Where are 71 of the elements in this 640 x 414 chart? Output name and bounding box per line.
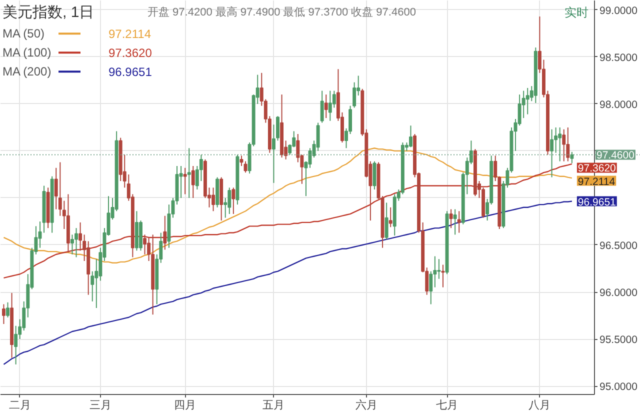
candlestick bbox=[2, 304, 6, 324]
candlestick bbox=[212, 187, 216, 212]
line-series bbox=[3, 163, 573, 278]
candlestick bbox=[570, 151, 574, 164]
candlestick bbox=[272, 124, 276, 184]
x-tick-label: 八月 bbox=[528, 400, 551, 412]
candlestick bbox=[457, 210, 461, 234]
x-tick-label: 七月 bbox=[436, 398, 458, 412]
data-label: 97.3620 bbox=[578, 162, 616, 175]
candlestick bbox=[228, 187, 232, 214]
x-tick-label: 二月 bbox=[8, 400, 31, 412]
line-series bbox=[3, 200, 573, 366]
text: 开盘 97.4200 最高 97.4900 最低 97.3700 收盘 97.4600 bbox=[148, 6, 416, 18]
candlestick bbox=[14, 325, 18, 365]
chart-title: 美元指数, 1日 bbox=[2, 4, 94, 21]
candlestick bbox=[179, 166, 183, 198]
candlestick bbox=[70, 234, 74, 255]
x-tick-label: 三月 bbox=[89, 400, 112, 412]
candlestick bbox=[388, 206, 392, 228]
candlestick bbox=[90, 270, 94, 302]
candlestick bbox=[163, 215, 167, 250]
legend-label: MA (200) bbox=[2, 64, 52, 78]
y-tick-label: 98.5000 bbox=[600, 52, 638, 64]
y-tick-label: 95.0000 bbox=[600, 381, 638, 394]
candlestick bbox=[429, 270, 433, 305]
candlestick bbox=[409, 125, 412, 148]
candlestick bbox=[453, 208, 457, 236]
data-label: 97.2114 bbox=[578, 176, 616, 188]
candlestick bbox=[183, 167, 187, 195]
y-tick-label: 99.0000 bbox=[600, 4, 638, 17]
text: 97.3620 bbox=[108, 46, 152, 60]
candlestick bbox=[562, 128, 566, 162]
legend-label: MA (100) bbox=[2, 46, 52, 60]
candlestick bbox=[558, 126, 562, 162]
candlestick bbox=[441, 264, 445, 288]
text: 96.9651 bbox=[108, 65, 152, 79]
legend-label: MA (50) bbox=[2, 26, 45, 40]
candlestick bbox=[38, 220, 42, 248]
candlestick bbox=[232, 187, 236, 214]
line-series bbox=[3, 148, 573, 264]
candlestick bbox=[244, 160, 248, 174]
candlestick bbox=[320, 90, 324, 124]
candlestick bbox=[324, 94, 328, 119]
annotation: 实时 bbox=[564, 6, 588, 20]
y-tick-label: 98.0000 bbox=[600, 98, 638, 111]
candlestick bbox=[191, 166, 195, 198]
candlestick bbox=[199, 154, 203, 182]
x-tick-label: 六月 bbox=[355, 398, 378, 412]
candlestick bbox=[566, 126, 570, 162]
x-tick-label: 四月 bbox=[174, 400, 196, 412]
candlestick bbox=[449, 208, 453, 229]
text: 97.2114 bbox=[108, 27, 151, 41]
y-tick-label: 96.0000 bbox=[600, 287, 638, 300]
candlestick bbox=[78, 222, 82, 252]
candlestick bbox=[6, 302, 10, 318]
candlestick bbox=[437, 258, 441, 280]
candlestick bbox=[352, 82, 356, 108]
candlestick bbox=[74, 228, 78, 258]
x-tick-label: 五月 bbox=[262, 400, 285, 412]
candlestick bbox=[384, 202, 388, 240]
candlestick bbox=[526, 87, 530, 115]
candlestick bbox=[187, 148, 191, 198]
candlestick bbox=[372, 160, 376, 190]
candlestick bbox=[276, 116, 280, 142]
y-tick-label: 96.5000 bbox=[600, 240, 638, 252]
ref-line-label: 97.4600 bbox=[596, 150, 635, 162]
data-label: 96.9651 bbox=[578, 196, 616, 208]
candlestick bbox=[143, 234, 146, 255]
y-tick-label: 95.5000 bbox=[600, 334, 638, 346]
candlestick bbox=[550, 128, 554, 178]
candlestick bbox=[328, 90, 332, 122]
